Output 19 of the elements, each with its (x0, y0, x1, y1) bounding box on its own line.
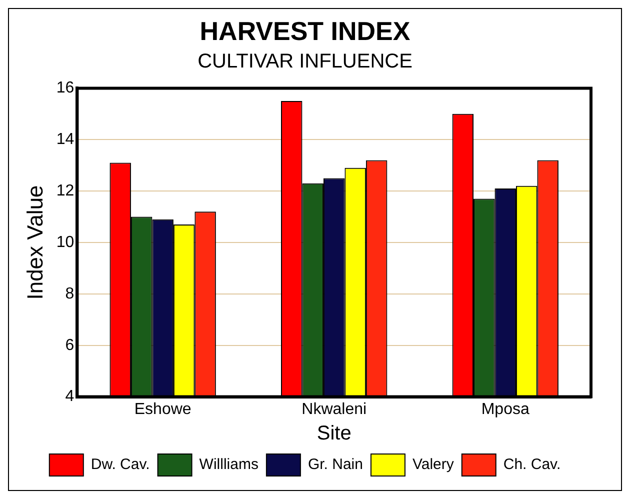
legend-label: Gr. Nain (308, 456, 363, 474)
x-tick-label: Nkwaleni (302, 400, 367, 418)
y-tick-label: 8 (65, 285, 74, 302)
chart-subtitle: CULTIVAR INFLUENCE (198, 50, 412, 73)
legend-label: Valery (412, 456, 454, 474)
y-axis-title: Index Value (22, 185, 48, 300)
x-tick-label: Mposa (481, 400, 530, 418)
x-tick-label: Eshowe (134, 400, 192, 418)
y-tick-label: 14 (56, 131, 74, 148)
chart-title: HARVEST INDEX (200, 16, 411, 46)
legend-label: Ch. Cav. (503, 456, 561, 474)
x-axis-title: Site (316, 422, 352, 445)
y-tick-label: 6 (65, 336, 74, 354)
y-tick-label: 16 (56, 80, 74, 97)
legend-label: Willliams (199, 456, 258, 474)
y-tick-label: 12 (56, 182, 74, 200)
y-tick-label: 10 (56, 234, 74, 251)
y-tick-label: 4 (65, 388, 74, 406)
legend-label: Dw. Cav. (90, 456, 150, 474)
